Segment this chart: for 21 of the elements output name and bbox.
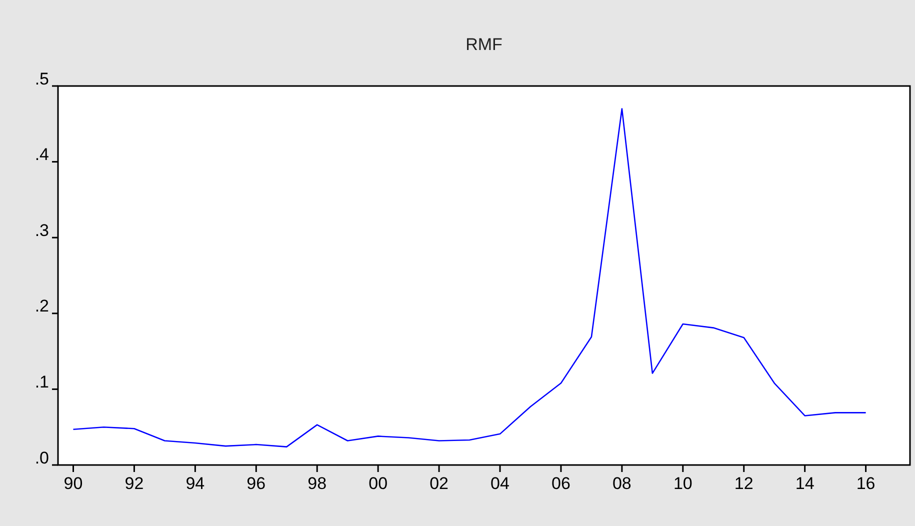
- x-tick-label: 92: [124, 474, 144, 493]
- x-tick-label: 14: [795, 474, 814, 493]
- y-tick-label: .2: [34, 296, 49, 316]
- x-tick-label: 98: [308, 474, 327, 493]
- y-tick-label: .0: [34, 448, 49, 468]
- x-tick-label: 96: [246, 474, 266, 493]
- x-tick-label: 12: [734, 474, 754, 493]
- y-tick-label: .4: [34, 145, 49, 164]
- x-tick-label: 10: [673, 474, 692, 493]
- chart-title: RMF: [466, 35, 502, 54]
- y-tick-label: .1: [34, 372, 49, 392]
- x-tick-label: 16: [856, 474, 876, 493]
- x-tick-label: 02: [430, 474, 448, 493]
- y-tick-label: .5: [34, 69, 49, 88]
- x-tick-label: 06: [552, 474, 570, 493]
- x-tick-label: 04: [490, 474, 510, 493]
- x-tick-label: 08: [612, 474, 632, 493]
- x-tick-label: 90: [64, 474, 83, 493]
- y-tick-label: .3: [34, 220, 49, 240]
- x-tick-label: 94: [186, 474, 205, 493]
- x-tick-label: 00: [368, 474, 388, 493]
